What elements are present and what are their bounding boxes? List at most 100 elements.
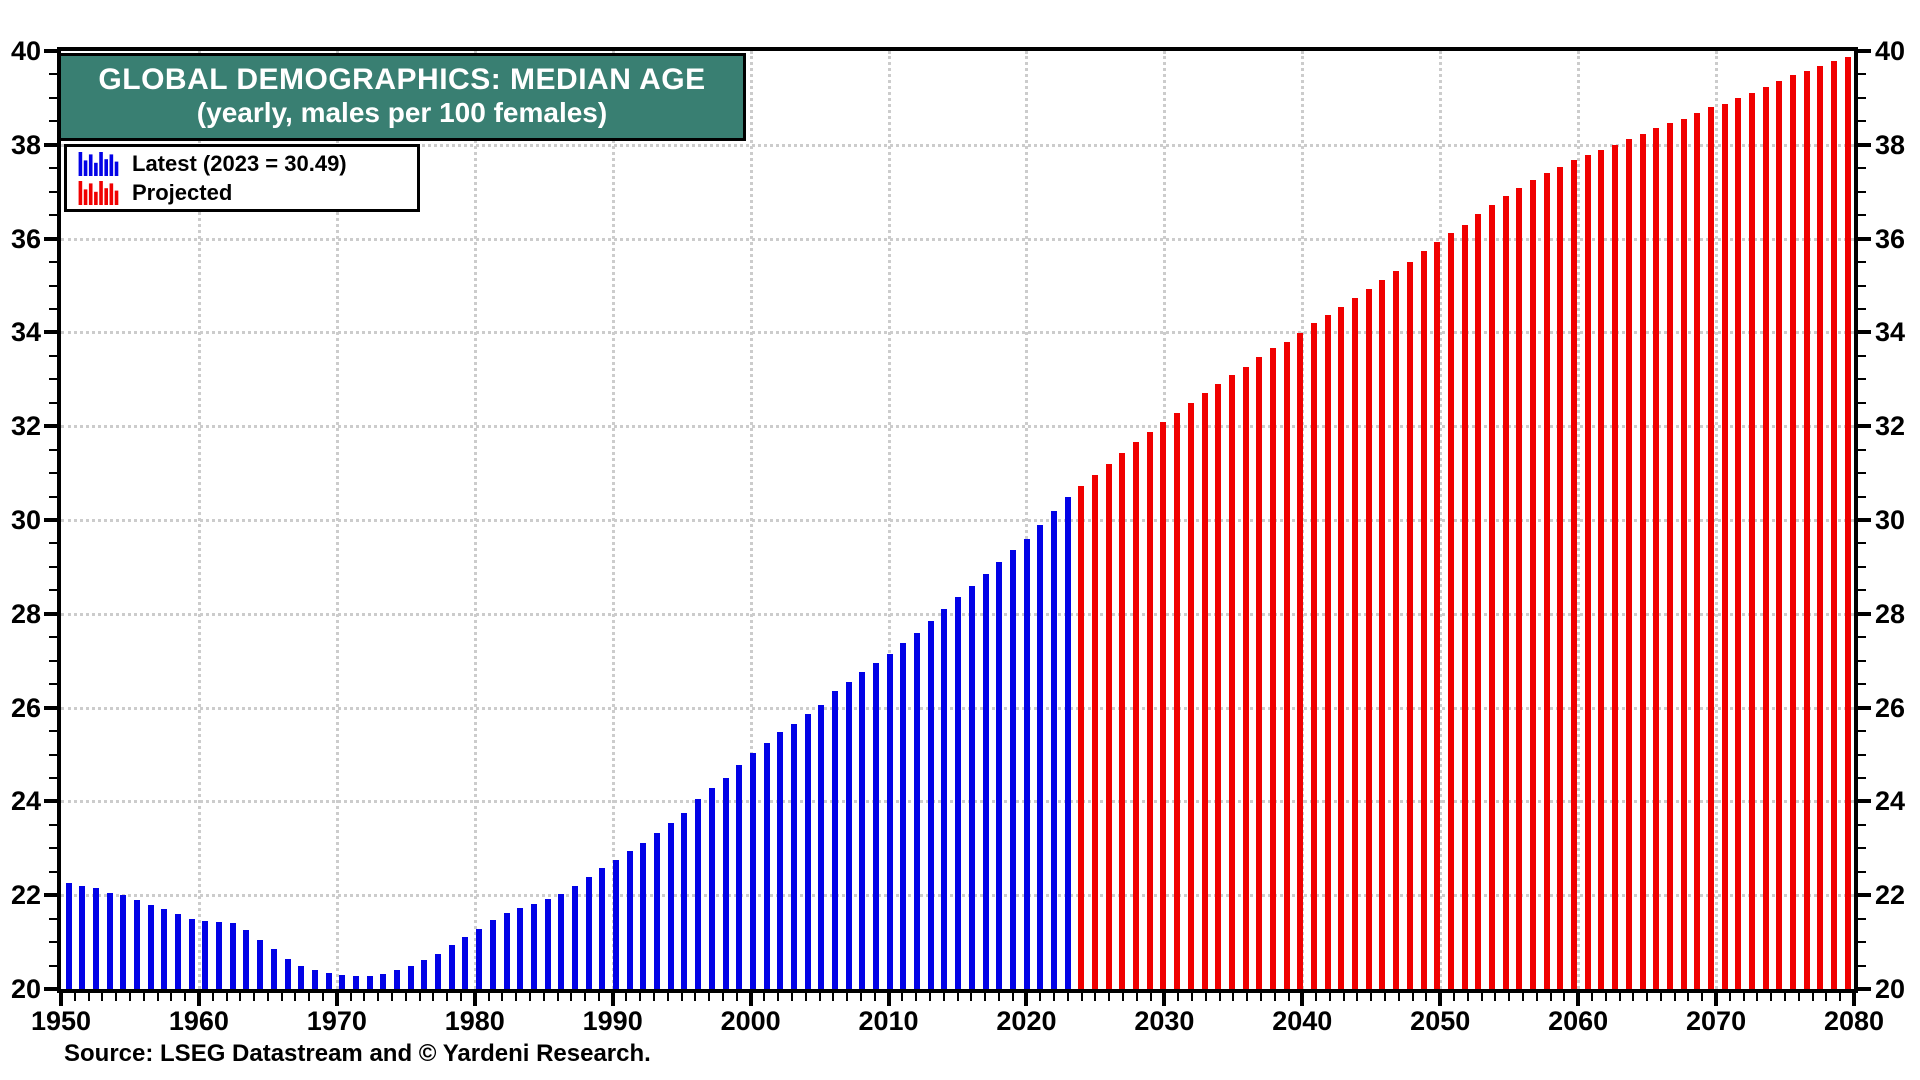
y-tick-left-25.5	[49, 730, 57, 733]
bar-1980	[476, 928, 483, 989]
bar-2018	[996, 562, 1003, 989]
bar-1991	[626, 850, 633, 989]
bar-2013	[927, 620, 934, 989]
x-axis-label-2080: 2080	[1823, 1006, 1885, 1036]
bar-2017	[982, 573, 989, 989]
bar-1998	[722, 777, 729, 989]
legend-item-projected: Projected	[76, 178, 417, 207]
x-tick-1951	[73, 993, 76, 1001]
y-tick-right-23.5	[1858, 823, 1866, 826]
x-tick-2043	[1342, 993, 1345, 1001]
x-tick-1990	[610, 993, 615, 1006]
x-tick-1983	[515, 993, 518, 1001]
x-tick-1956	[142, 993, 145, 1001]
x-tick-2049	[1425, 993, 1428, 1001]
x-tick-2013	[928, 993, 931, 1001]
x-tick-2021	[1039, 993, 1042, 1001]
x-tick-2079	[1839, 993, 1842, 1001]
bar-2079	[1831, 61, 1838, 989]
legend-item-latest: Latest (2023 = 30.49)	[76, 149, 417, 178]
y-tick-right-34	[1858, 330, 1871, 335]
x-tick-1991	[625, 993, 628, 1001]
x-tick-2046	[1384, 993, 1387, 1001]
x-tick-2070	[1714, 993, 1719, 1006]
x-tick-2068	[1687, 993, 1690, 1001]
x-axis-label-2000: 2000	[720, 1006, 781, 1036]
y-axis-label-left-40: 40	[10, 36, 41, 66]
y-tick-right-32	[1858, 424, 1871, 429]
y-axis-label-right-22: 22	[1875, 880, 1906, 911]
bar-1979	[462, 937, 469, 989]
y-tick-right-20	[1858, 987, 1871, 991]
y-axis-label-right-32: 32	[1875, 411, 1906, 442]
y-tick-right-38.5	[1858, 120, 1866, 123]
bar-1953	[106, 892, 113, 989]
x-tick-2071	[1728, 993, 1731, 1001]
y-tick-left-27.5	[49, 636, 57, 639]
bar-2005	[818, 705, 825, 989]
bar-2012	[914, 632, 921, 989]
y-tick-left-29.5	[49, 542, 57, 545]
x-tick-1964	[253, 993, 256, 1001]
bar-2047	[1393, 270, 1400, 989]
bar-2037	[1256, 357, 1263, 989]
y-tick-left-31.5	[49, 448, 57, 451]
x-tick-1953	[101, 993, 104, 1001]
y-tick-right-26	[1858, 705, 1871, 710]
x-tick-2059	[1563, 993, 1566, 1001]
x-tick-1952	[87, 993, 90, 1001]
y-axis-label-left-34: 34	[10, 317, 41, 348]
bar-2078	[1817, 65, 1824, 989]
x-tick-1982	[501, 993, 504, 1001]
legend-label-latest: Latest (2023 = 30.49)	[132, 150, 347, 176]
bar-2077	[1803, 71, 1810, 989]
y-tick-right-27.5	[1858, 636, 1866, 639]
chart-title-box: GLOBAL DEMOGRAPHICS: MEDIAN AGE (yearly,…	[58, 53, 746, 141]
x-tick-2078	[1825, 993, 1828, 1001]
bar-2006	[832, 691, 838, 989]
bar-1982	[503, 913, 510, 989]
x-tick-2011	[901, 993, 904, 1001]
y-axis-label-left-24: 24	[10, 786, 41, 817]
x-tick-2029	[1149, 993, 1152, 1001]
x-tick-2017	[984, 993, 987, 1001]
bar-1985	[544, 898, 551, 989]
bar-2007	[845, 681, 852, 989]
y-tick-left-36.5	[49, 214, 57, 217]
x-tick-2038	[1273, 993, 1276, 1001]
bar-1959	[188, 918, 195, 989]
bar-2004	[804, 714, 811, 989]
legend-swatch-latest-mini-bars-icon	[78, 151, 119, 176]
bar-2008	[859, 672, 866, 989]
x-tick-1993	[653, 993, 656, 1001]
y-tick-right-26.5	[1858, 683, 1866, 686]
y-tick-left-33.5	[49, 354, 57, 357]
x-tick-2015	[956, 993, 959, 1001]
x-tick-2058	[1549, 993, 1552, 1001]
x-tick-2062	[1604, 993, 1607, 1001]
bar-1981	[489, 919, 496, 989]
x-tick-2047	[1397, 993, 1400, 1001]
bar-2016	[968, 585, 975, 989]
bar-2042	[1324, 315, 1331, 989]
x-tick-1961	[211, 993, 214, 1001]
bar-2000	[749, 753, 756, 989]
y-tick-right-30.5	[1858, 495, 1866, 498]
bar-1989	[599, 868, 606, 989]
bar-2025	[1092, 474, 1099, 989]
x-tick-2018	[997, 993, 1000, 1001]
x-tick-2014	[942, 993, 945, 1001]
y-axis-label-left-22: 22	[10, 880, 41, 911]
x-tick-2065	[1646, 993, 1649, 1001]
bar-1967	[298, 965, 305, 989]
bar-2020	[1023, 538, 1030, 989]
x-tick-2005	[818, 993, 821, 1001]
gridline-x-2050	[1439, 51, 1443, 989]
x-tick-2064	[1632, 993, 1635, 1001]
bar-2058	[1543, 172, 1550, 989]
y-tick-right-38	[1858, 142, 1871, 147]
bar-2069	[1694, 113, 1701, 989]
bar-2038	[1269, 348, 1276, 989]
bar-1973	[380, 973, 387, 989]
